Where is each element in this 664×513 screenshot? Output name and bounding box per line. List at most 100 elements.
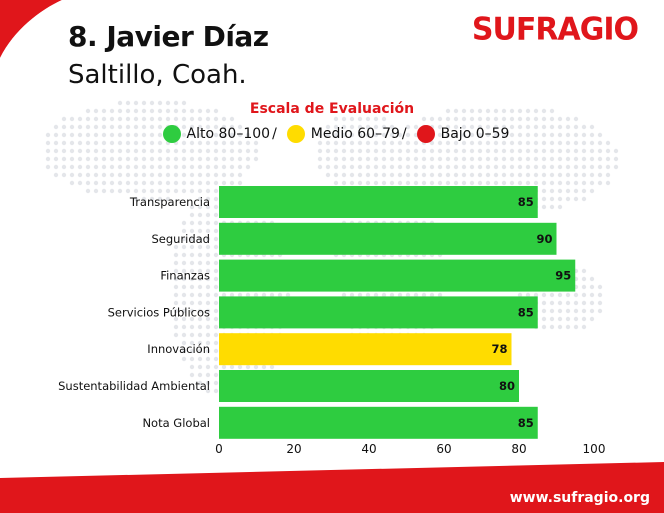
map-dot <box>517 148 523 154</box>
map-dot <box>229 132 235 138</box>
map-dot <box>205 348 211 354</box>
map-dot <box>149 180 155 186</box>
map-dot <box>365 148 371 154</box>
map-dot <box>389 156 395 162</box>
map-dot <box>413 148 419 154</box>
map-dot <box>565 308 571 314</box>
map-dot <box>173 316 179 322</box>
map-dot <box>221 132 227 138</box>
map-dot <box>493 108 499 114</box>
map-dot <box>373 140 379 146</box>
map-dot <box>197 212 203 218</box>
map-dot <box>437 164 443 170</box>
map-dot <box>213 268 219 274</box>
bar <box>219 370 519 402</box>
map-dot <box>349 132 355 138</box>
map-dot <box>61 140 67 146</box>
map-dot <box>213 124 219 130</box>
map-dot <box>557 188 563 194</box>
map-dot <box>197 300 203 306</box>
map-dot <box>189 164 195 170</box>
map-dot <box>405 140 411 146</box>
map-dot <box>517 164 523 170</box>
map-dot <box>53 156 59 162</box>
map-dot <box>61 116 67 122</box>
map-dot <box>461 132 467 138</box>
map-dot <box>565 180 571 186</box>
map-dot <box>485 148 491 154</box>
map-dot <box>197 188 203 194</box>
map-dot <box>557 132 563 138</box>
map-dot <box>149 164 155 170</box>
map-dot <box>189 108 195 114</box>
map-dot <box>165 100 171 106</box>
map-dot <box>397 164 403 170</box>
map-dot <box>197 284 203 290</box>
map-dot <box>173 332 179 338</box>
footer-website-link[interactable]: www.sufragio.org <box>509 490 650 506</box>
map-dot <box>181 172 187 178</box>
map-dot <box>581 164 587 170</box>
data-label: 85 <box>518 305 534 319</box>
map-dot <box>365 172 371 178</box>
map-dot <box>205 380 211 386</box>
map-dot <box>373 156 379 162</box>
map-dot <box>597 300 603 306</box>
map-dot <box>197 244 203 250</box>
map-dot <box>93 156 99 162</box>
x-tick-label: 0 <box>215 442 223 456</box>
map-dot <box>477 124 483 130</box>
map-dot <box>165 164 171 170</box>
map-dot <box>341 292 347 298</box>
map-dot <box>525 164 531 170</box>
map-dot <box>165 172 171 178</box>
map-dot <box>205 284 211 290</box>
map-dot <box>589 124 595 130</box>
map-dot <box>181 284 187 290</box>
map-dot <box>141 140 147 146</box>
map-dot <box>589 316 595 322</box>
map-dot <box>453 180 459 186</box>
map-dot <box>229 364 235 370</box>
map-dot <box>333 132 339 138</box>
map-dot <box>229 292 235 298</box>
map-dot <box>333 156 339 162</box>
map-dot <box>237 364 243 370</box>
map-dot <box>213 388 219 394</box>
map-dot <box>205 196 211 202</box>
map-dot <box>141 188 147 194</box>
scale-legend: Alto 80–100 / Medio 60–79 / Bajo 0–59 <box>0 125 664 143</box>
map-dot <box>221 116 227 122</box>
map-dot <box>357 108 363 114</box>
map-dot <box>413 180 419 186</box>
map-dot <box>181 236 187 242</box>
map-dot <box>93 148 99 154</box>
map-dot <box>477 116 483 122</box>
map-dot <box>597 164 603 170</box>
map-dot <box>149 156 155 162</box>
map-dot <box>181 220 187 226</box>
map-dot <box>541 116 547 122</box>
map-dot <box>565 292 571 298</box>
map-dot <box>109 132 115 138</box>
map-dot <box>189 212 195 218</box>
map-dot <box>509 140 515 146</box>
map-dot <box>541 140 547 146</box>
map-dot <box>469 132 475 138</box>
map-dot <box>197 220 203 226</box>
map-dot <box>61 172 67 178</box>
map-dot <box>45 132 51 138</box>
map-dot <box>85 148 91 154</box>
map-dot <box>109 188 115 194</box>
map-dot <box>485 164 491 170</box>
map-dot <box>461 164 467 170</box>
map-dot <box>477 164 483 170</box>
map-dot <box>325 148 331 154</box>
map-dot <box>525 132 531 138</box>
map-dot <box>581 180 587 186</box>
map-dot <box>421 156 427 162</box>
map-dot <box>589 156 595 162</box>
map-dot <box>565 188 571 194</box>
map-dot <box>101 140 107 146</box>
map-dot <box>349 140 355 146</box>
